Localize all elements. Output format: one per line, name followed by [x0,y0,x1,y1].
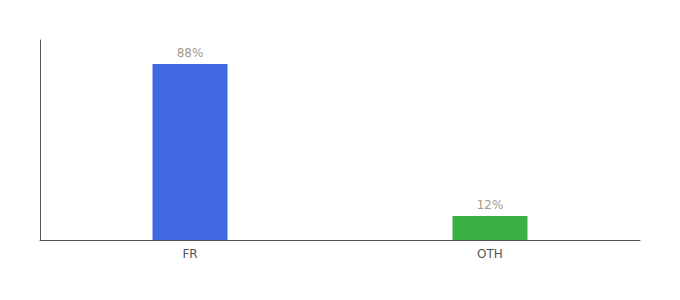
svg-text:88%: 88% [177,46,204,60]
svg-text:FR: FR [182,247,197,261]
svg-text:OTH: OTH [477,247,503,261]
svg-text:12%: 12% [477,198,504,212]
